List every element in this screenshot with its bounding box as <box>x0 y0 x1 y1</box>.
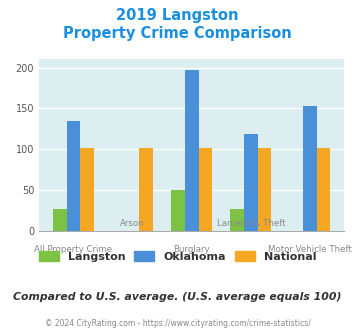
Text: 2019 Langston: 2019 Langston <box>116 8 239 23</box>
Bar <box>230 209 244 231</box>
Bar <box>139 148 153 231</box>
Text: Burglary: Burglary <box>173 245 210 254</box>
Bar <box>303 106 317 231</box>
Legend: Langston, Oklahoma, National: Langston, Oklahoma, National <box>34 247 321 267</box>
Bar <box>53 209 66 231</box>
Bar <box>185 70 198 231</box>
Bar <box>66 121 80 231</box>
Text: Property Crime Comparison: Property Crime Comparison <box>63 26 292 41</box>
Bar <box>258 148 271 231</box>
Bar <box>198 148 212 231</box>
Text: Motor Vehicle Theft: Motor Vehicle Theft <box>268 245 352 254</box>
Text: Larceny & Theft: Larceny & Theft <box>217 219 285 228</box>
Bar <box>171 190 185 231</box>
Text: Arson: Arson <box>120 219 145 228</box>
Bar <box>317 148 331 231</box>
Text: All Property Crime: All Property Crime <box>34 245 113 254</box>
Text: © 2024 CityRating.com - https://www.cityrating.com/crime-statistics/: © 2024 CityRating.com - https://www.city… <box>45 319 310 328</box>
Bar <box>80 148 94 231</box>
Bar <box>244 134 258 231</box>
Text: Compared to U.S. average. (U.S. average equals 100): Compared to U.S. average. (U.S. average … <box>13 292 342 302</box>
